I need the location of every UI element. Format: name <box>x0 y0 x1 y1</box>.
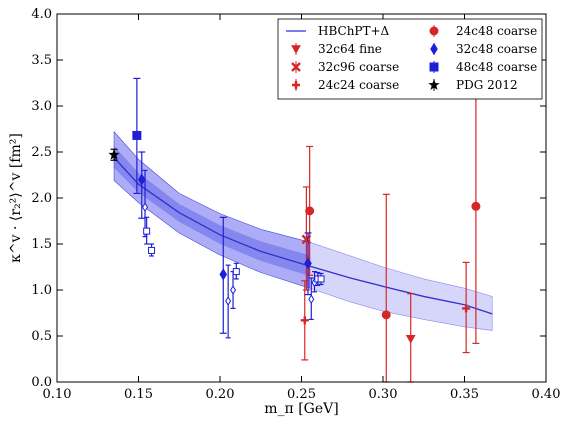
data-point <box>304 257 312 270</box>
legend-swatch <box>428 79 440 90</box>
legend-item: 32c96 coarse <box>291 60 399 74</box>
legend-label: 24c48 coarse <box>456 24 537 38</box>
series-2 <box>300 261 471 361</box>
x-tick-label: 0.40 <box>532 387 561 402</box>
y-tick-label: 0.0 <box>31 375 52 390</box>
legend-item: 32c48 coarse <box>430 42 537 56</box>
data-point <box>308 294 315 305</box>
y-tick-label: 4.0 <box>31 7 52 22</box>
y-tick-label: 1.0 <box>31 283 52 298</box>
data-point <box>132 130 142 140</box>
x-tick-label: 0.10 <box>43 387 72 402</box>
legend-item: 24c48 coarse <box>429 24 537 38</box>
data-point <box>300 316 309 325</box>
data-point <box>305 206 315 216</box>
data-point <box>225 296 232 306</box>
fit-band-light <box>309 241 493 331</box>
data-point <box>137 173 146 186</box>
axis-ticks: 0.10 0.15 0.20 0.25 0.30 0.35 0.40 0.0 0.5 1.0 1.5… <box>31 7 560 402</box>
fit-bands <box>113 130 493 331</box>
legend-swatch <box>429 62 439 72</box>
data-point <box>143 227 151 235</box>
data-point <box>108 148 120 160</box>
legend-label: 32c96 coarse <box>318 60 399 74</box>
legend-swatch <box>430 42 438 56</box>
legend-item: HBChPT+Δ <box>286 24 390 38</box>
legend-item: 48c48 coarse <box>429 60 537 74</box>
x-tick-label: 0.35 <box>450 387 479 402</box>
legend-label: 24c24 coarse <box>318 78 399 92</box>
fit-band-core <box>114 145 310 277</box>
x-tick-label: 0.25 <box>287 387 316 402</box>
legend-item: PDG 2012 <box>428 78 518 92</box>
legend-swatch <box>291 45 301 55</box>
series-8 <box>143 216 325 286</box>
y-axis-label: κ^v · ⟨r₂²⟩^v [fm²] <box>8 133 24 263</box>
series-5 <box>132 77 142 194</box>
data-point <box>381 310 391 320</box>
y-tick-label: 3.5 <box>31 53 52 68</box>
y-tick-label: 1.5 <box>31 237 52 252</box>
x-axis-label: m_π [GeV] <box>264 401 338 417</box>
data-point <box>462 304 471 313</box>
series-7 <box>142 169 318 339</box>
data-point <box>232 268 240 276</box>
series-3 <box>305 68 481 383</box>
legend-item: 32c64 fine <box>291 42 382 56</box>
legend-box <box>277 18 543 100</box>
y-tick-label: 3.0 <box>31 99 52 114</box>
fit-band-dark <box>113 130 310 289</box>
x-tick-label: 0.30 <box>369 387 398 402</box>
series-6 <box>108 148 120 161</box>
legend-label: 32c48 coarse <box>456 42 537 56</box>
data-point <box>219 268 228 281</box>
data-point <box>148 246 156 254</box>
legend-label: 48c48 coarse <box>456 60 537 74</box>
data-point <box>471 201 481 211</box>
legend-label: 32c64 fine <box>318 42 382 56</box>
data-markers <box>108 68 481 383</box>
legend-swatch <box>429 26 439 36</box>
y-tick-label: 2.0 <box>31 191 52 206</box>
data-point <box>317 275 325 283</box>
legend-label: HBChPT+Δ <box>318 24 390 38</box>
legend-swatch <box>292 81 300 89</box>
data-point <box>405 335 416 344</box>
data-point <box>230 285 237 295</box>
y-tick-label: 2.5 <box>31 145 52 160</box>
data-point <box>142 202 149 213</box>
series-4 <box>137 151 312 334</box>
x-tick-label: 0.15 <box>124 387 153 402</box>
y-tick-label: 0.5 <box>31 329 52 344</box>
legend: HBChPT+Δ 32c64 fine 32c96 coarse 24c24 coar… <box>277 18 543 100</box>
legend-label: PDG 2012 <box>456 78 518 92</box>
legend-item: 24c24 coarse <box>292 78 399 92</box>
x-tick-label: 0.20 <box>206 387 235 402</box>
legend-swatch <box>291 62 301 72</box>
